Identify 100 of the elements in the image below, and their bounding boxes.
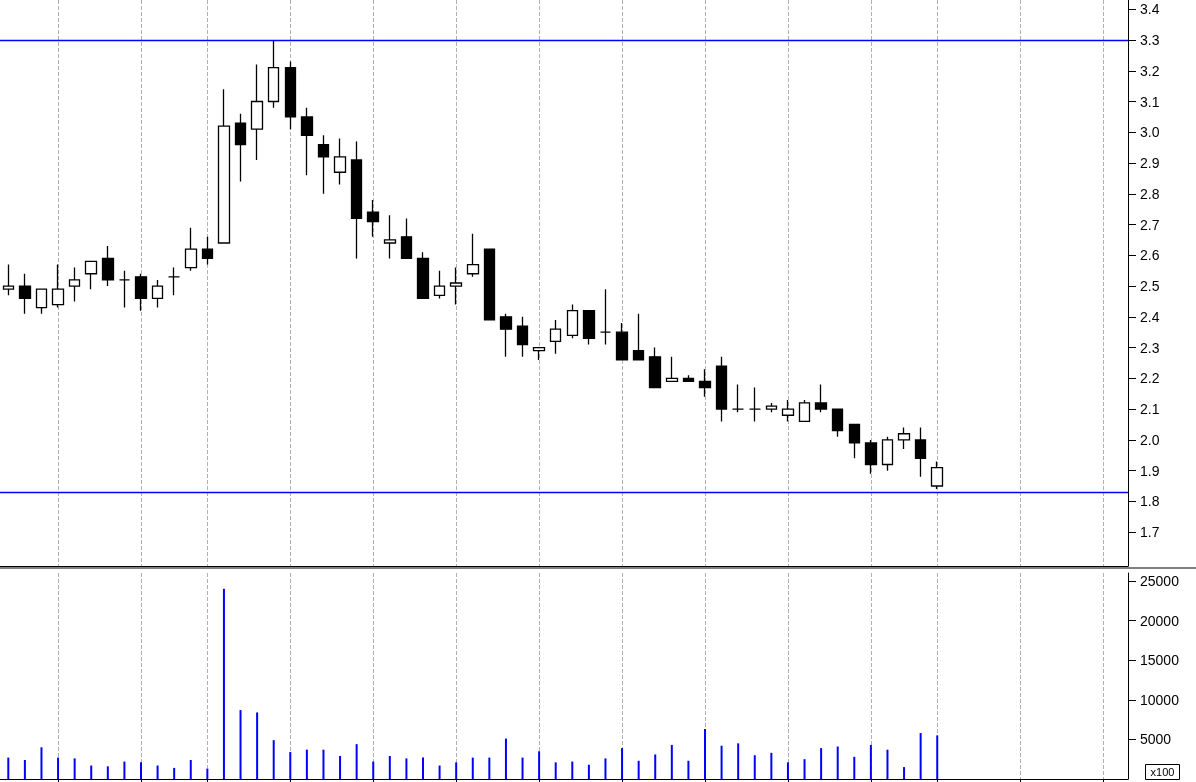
candlestick xyxy=(516,316,529,358)
candlestick xyxy=(234,113,247,183)
bar xyxy=(587,764,590,779)
bar xyxy=(339,756,342,779)
bar xyxy=(355,744,358,779)
candlestick xyxy=(18,273,32,315)
y-tick-label: 2.5 xyxy=(1140,278,1160,295)
candlestick xyxy=(599,288,612,346)
bar xyxy=(405,758,408,779)
y-tick-label: 20000 xyxy=(1140,612,1180,629)
bar xyxy=(222,588,225,779)
candlestick xyxy=(300,107,314,176)
candlestick xyxy=(798,399,811,423)
y-tick-label: 2.0 xyxy=(1140,431,1160,448)
bar xyxy=(621,748,624,779)
candlestick xyxy=(698,368,712,398)
bar xyxy=(720,745,723,779)
bar xyxy=(571,761,574,779)
candlestick xyxy=(350,140,363,260)
candlestick xyxy=(383,214,397,260)
candlestick xyxy=(549,319,562,355)
bar xyxy=(372,761,375,779)
bar xyxy=(23,759,26,779)
candlestick xyxy=(333,137,347,186)
bar xyxy=(654,754,657,779)
candlestick xyxy=(317,134,330,195)
bar xyxy=(554,762,557,779)
bar xyxy=(836,746,839,779)
bar xyxy=(936,735,939,779)
candlestick xyxy=(765,402,778,413)
candlestick xyxy=(532,346,546,361)
candlestick xyxy=(483,248,496,321)
bar xyxy=(770,752,773,779)
bar xyxy=(256,712,259,779)
bar xyxy=(106,766,109,779)
y-tick-label: 2.7 xyxy=(1140,216,1160,233)
bar xyxy=(604,758,607,779)
bar xyxy=(803,759,806,779)
candlestick xyxy=(84,260,98,290)
bar xyxy=(455,762,458,779)
candlestick xyxy=(151,279,164,309)
candlestick xyxy=(615,322,629,361)
y-tick-label: 3.4 xyxy=(1140,1,1160,18)
y-tick-label: 3.2 xyxy=(1140,62,1160,79)
y-tick-label: 2.9 xyxy=(1140,155,1160,172)
candlestick xyxy=(848,423,861,459)
bar xyxy=(820,748,823,779)
candlestick xyxy=(184,226,198,272)
candlestick xyxy=(665,356,679,383)
bar xyxy=(786,762,789,779)
candlestick xyxy=(134,273,148,312)
bar xyxy=(853,756,856,779)
y-tick-label: 1.8 xyxy=(1140,493,1160,510)
candlestick xyxy=(2,263,15,296)
candlestick xyxy=(466,233,480,278)
bar xyxy=(704,729,706,779)
y-tick-label: 2.6 xyxy=(1140,247,1160,264)
bar xyxy=(289,752,292,779)
bar xyxy=(272,740,275,779)
candlestick xyxy=(831,408,844,438)
y-tick-label: 2.4 xyxy=(1140,308,1160,325)
candlestick xyxy=(101,245,115,287)
candlestick xyxy=(582,310,596,346)
bar xyxy=(422,757,424,779)
candlestick xyxy=(731,383,745,413)
bar xyxy=(40,747,43,779)
bar xyxy=(521,757,524,779)
bar xyxy=(189,759,192,779)
candlestick xyxy=(930,460,944,490)
bar xyxy=(504,738,507,779)
candlestick xyxy=(632,313,645,361)
bar xyxy=(123,761,126,779)
y-tick-label: 25000 xyxy=(1140,572,1180,589)
candlestick xyxy=(51,263,65,309)
candlestick xyxy=(250,63,264,161)
y-tick-label: 10000 xyxy=(1140,691,1180,708)
y-tick-label: 1.9 xyxy=(1140,462,1160,479)
y-tick-label: 3.3 xyxy=(1140,31,1160,48)
bar xyxy=(471,757,474,779)
y-tick-label: 3.1 xyxy=(1140,93,1160,110)
y-tick-label: 1.7 xyxy=(1140,524,1160,541)
bar xyxy=(73,758,76,779)
candlestick xyxy=(648,346,662,389)
bar xyxy=(670,744,673,779)
bar xyxy=(322,749,325,779)
candlestick xyxy=(35,288,48,315)
bar xyxy=(90,765,93,779)
bar xyxy=(156,765,159,779)
bar xyxy=(57,757,60,779)
bar xyxy=(438,765,441,779)
y-tick-label: 2.1 xyxy=(1140,401,1160,418)
y-tick-label: 3.0 xyxy=(1140,124,1160,141)
candlestick xyxy=(814,383,828,413)
candlestick xyxy=(682,374,695,383)
y-tick-label: 2.8 xyxy=(1140,185,1160,202)
candlestick xyxy=(781,399,795,423)
candlestick xyxy=(499,313,513,358)
y-tick-label: 15000 xyxy=(1140,652,1180,669)
bar xyxy=(886,749,889,779)
bar xyxy=(919,733,922,779)
